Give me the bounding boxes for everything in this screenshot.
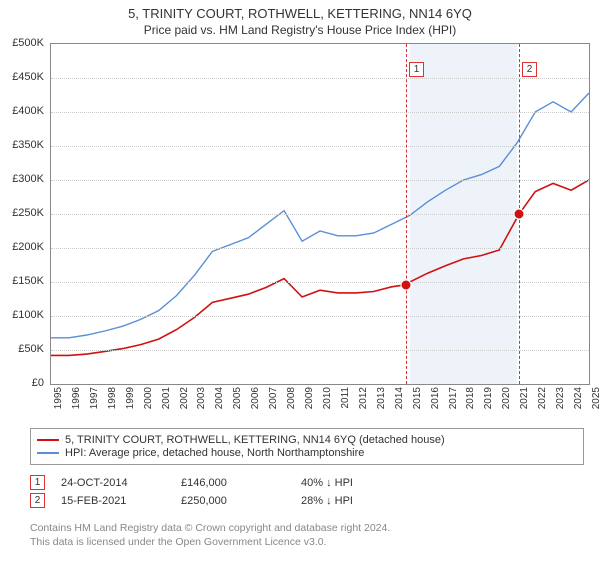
y-tick-label: £150K	[12, 275, 44, 287]
x-tick-label: 2009	[304, 387, 315, 409]
chart-title: 5, TRINITY COURT, ROTHWELL, KETTERING, N…	[0, 6, 600, 21]
footer-text: Contains HM Land Registry data © Crown c…	[30, 522, 570, 549]
gridline	[51, 214, 589, 215]
footer-line-2: This data is licensed under the Open Gov…	[30, 536, 570, 550]
x-tick-label: 1999	[125, 387, 136, 409]
event-date: 24-OCT-2014	[61, 477, 181, 489]
x-tick-label: 2025	[591, 387, 600, 409]
x-tick-label: 2024	[573, 387, 584, 409]
y-tick-label: £50K	[18, 343, 44, 355]
event-number: 2	[30, 493, 45, 508]
x-tick-label: 2017	[448, 387, 459, 409]
y-tick-label: £0	[32, 377, 44, 389]
y-tick-label: £500K	[12, 37, 44, 49]
gridline	[51, 146, 589, 147]
chart-subtitle: Price paid vs. HM Land Registry's House …	[0, 23, 600, 37]
x-tick-label: 2004	[214, 387, 225, 409]
x-tick-label: 1998	[107, 387, 118, 409]
gridline	[51, 316, 589, 317]
x-tick-label: 2007	[268, 387, 279, 409]
x-tick-label: 2013	[376, 387, 387, 409]
event-number: 1	[30, 475, 45, 490]
event-marker: 1	[409, 62, 424, 77]
y-tick-label: £200K	[12, 241, 44, 253]
legend-item: 5, TRINITY COURT, ROTHWELL, KETTERING, N…	[37, 434, 577, 446]
x-tick-label: 2015	[412, 387, 423, 409]
x-tick-label: 2005	[232, 387, 243, 409]
series-line	[51, 180, 589, 355]
event-change: 40% ↓ HPI	[301, 477, 421, 489]
legend-swatch	[37, 452, 59, 454]
legend-item: HPI: Average price, detached house, Nort…	[37, 447, 577, 459]
legend-swatch	[37, 439, 59, 441]
x-tick-label: 2012	[358, 387, 369, 409]
y-tick-label: £450K	[12, 71, 44, 83]
legend-box: 5, TRINITY COURT, ROTHWELL, KETTERING, N…	[30, 428, 584, 465]
x-tick-label: 2018	[465, 387, 476, 409]
x-tick-label: 2011	[340, 387, 351, 409]
y-tick-label: £400K	[12, 105, 44, 117]
x-tick-label: 2023	[555, 387, 566, 409]
event-date: 15-FEB-2021	[61, 495, 181, 507]
x-tick-label: 1997	[89, 387, 100, 409]
footer-line-1: Contains HM Land Registry data © Crown c…	[30, 522, 570, 536]
chart-area: £0 £50K £100K £150K £200K £250K £300K £350K £400…	[0, 43, 600, 413]
x-tick-label: 2003	[196, 387, 207, 409]
gridline	[51, 350, 589, 351]
x-tick-label: 1995	[53, 387, 64, 409]
legend-label: 5, TRINITY COURT, ROTHWELL, KETTERING, N…	[65, 434, 445, 446]
event-row: 2 15-FEB-2021£250,00028% ↓ HPI	[30, 493, 570, 508]
x-tick-label: 1996	[71, 387, 82, 409]
y-axis-labels: £0£50K£100K£150K£200K£250K£300K£350K£400…	[0, 43, 48, 383]
x-tick-label: 2020	[501, 387, 512, 409]
x-tick-label: 2016	[430, 387, 441, 409]
x-axis-labels: 1995 1996 1997 1998 1999 2000 2001 2002 2003 2004…	[50, 385, 588, 413]
y-tick-label: £300K	[12, 173, 44, 185]
data-point	[515, 210, 524, 219]
x-tick-label: 2010	[322, 387, 333, 409]
x-tick-label: 2021	[519, 387, 530, 409]
x-tick-label: 2008	[286, 387, 297, 409]
event-vline	[406, 44, 407, 384]
gridline	[51, 248, 589, 249]
y-tick-label: £250K	[12, 207, 44, 219]
x-tick-label: 2014	[394, 387, 405, 409]
event-price: £250,000	[181, 495, 301, 507]
event-change: 28% ↓ HPI	[301, 495, 421, 507]
event-row: 1 24-OCT-2014£146,00040% ↓ HPI	[30, 475, 570, 490]
y-tick-label: £350K	[12, 139, 44, 151]
x-tick-label: 2006	[250, 387, 261, 409]
x-tick-label: 2002	[179, 387, 190, 409]
gridline	[51, 180, 589, 181]
x-tick-label: 2022	[537, 387, 548, 409]
data-point	[402, 280, 411, 289]
x-tick-label: 2019	[483, 387, 494, 409]
event-price: £146,000	[181, 477, 301, 489]
y-tick-label: £100K	[12, 309, 44, 321]
series-line	[51, 93, 589, 338]
gridline	[51, 282, 589, 283]
event-marker: 2	[522, 62, 537, 77]
x-tick-label: 2001	[161, 387, 172, 409]
event-table: 1 24-OCT-2014£146,00040% ↓ HPI 2 15-FEB-202…	[30, 472, 570, 511]
x-tick-label: 2000	[143, 387, 154, 409]
plot-area: 12	[50, 43, 590, 385]
gridline	[51, 112, 589, 113]
legend-label: HPI: Average price, detached house, Nort…	[65, 447, 364, 459]
gridline	[51, 78, 589, 79]
